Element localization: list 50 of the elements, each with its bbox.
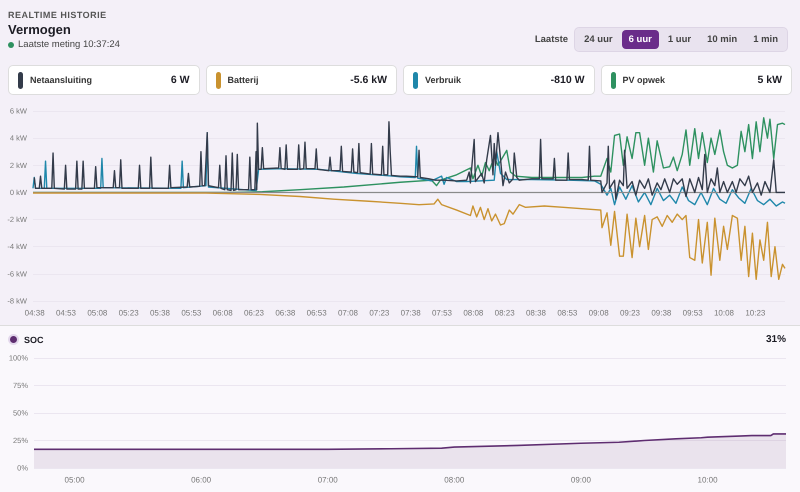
x-tick-label: 08:23 [494,308,516,318]
x-tick-label: 10:08 [714,308,735,318]
x-tick-label: 06:08 [212,308,234,318]
legend-label: Netaansluiting [30,75,94,85]
legend-label: Batterij [228,75,260,85]
x-tick-label: 05:23 [118,308,140,318]
x-tick-label: 07:00 [318,476,338,484]
x-tick-label: 06:53 [306,308,328,318]
x-tick-label: 05:08 [87,308,108,318]
x-tick-label: 09:38 [651,308,672,318]
x-tick-label: 07:08 [338,308,359,318]
line-series [32,192,786,280]
x-tick-label: 07:53 [432,308,453,318]
text: 31% [766,334,786,345]
legend-label: PV opwek [622,75,666,85]
x-tick-label: 06:23 [244,308,265,318]
x-tick-label: 08:08 [463,308,484,318]
x-tick-label: 06:00 [191,476,212,484]
text: 5 kW [757,74,782,86]
text: 10 min [706,33,738,47]
x-tick-label: 10:00 [697,476,718,484]
x-tick-label: 08:00 [444,476,465,484]
x-tick-label: 04:38 [24,308,46,318]
text: 6 uur [622,30,659,49]
legend-label: SOC [24,334,44,344]
chart-title: Vermogen [8,22,71,37]
x-tick-label: 09:00 [570,476,592,484]
chart-subtitle: Laatste meting 10:37:24 [18,39,120,50]
text: REALTIME HISTORIE [8,10,107,20]
x-tick-label: 09:08 [588,308,610,318]
text: Laatste [534,34,568,45]
x-tick-label: 08:53 [557,308,578,318]
x-tick-label: 07:38 [400,308,422,318]
x-tick-label: 09:23 [620,308,641,318]
x-tick-label: 04:53 [56,308,77,318]
text: -810 W [550,74,584,86]
x-tick-label: 09:53 [682,308,704,318]
text: -5.6 kW [350,74,387,86]
x-tick-label: 06:38 [275,308,296,318]
x-tick-label: 10:23 [745,308,766,318]
text: 1 uur [666,33,692,47]
text: 6 W [170,74,190,86]
x-tick-label: 08:38 [526,308,547,318]
text: 1 min [752,33,779,47]
legend-label: Verbruik [425,75,462,85]
x-tick-label: 07:23 [369,308,390,318]
x-tick-label: 05:38 [150,308,171,318]
x-tick-label: 05:00 [64,476,86,484]
x-tick-label: 05:53 [181,308,202,318]
text: 24 uur [583,33,614,47]
